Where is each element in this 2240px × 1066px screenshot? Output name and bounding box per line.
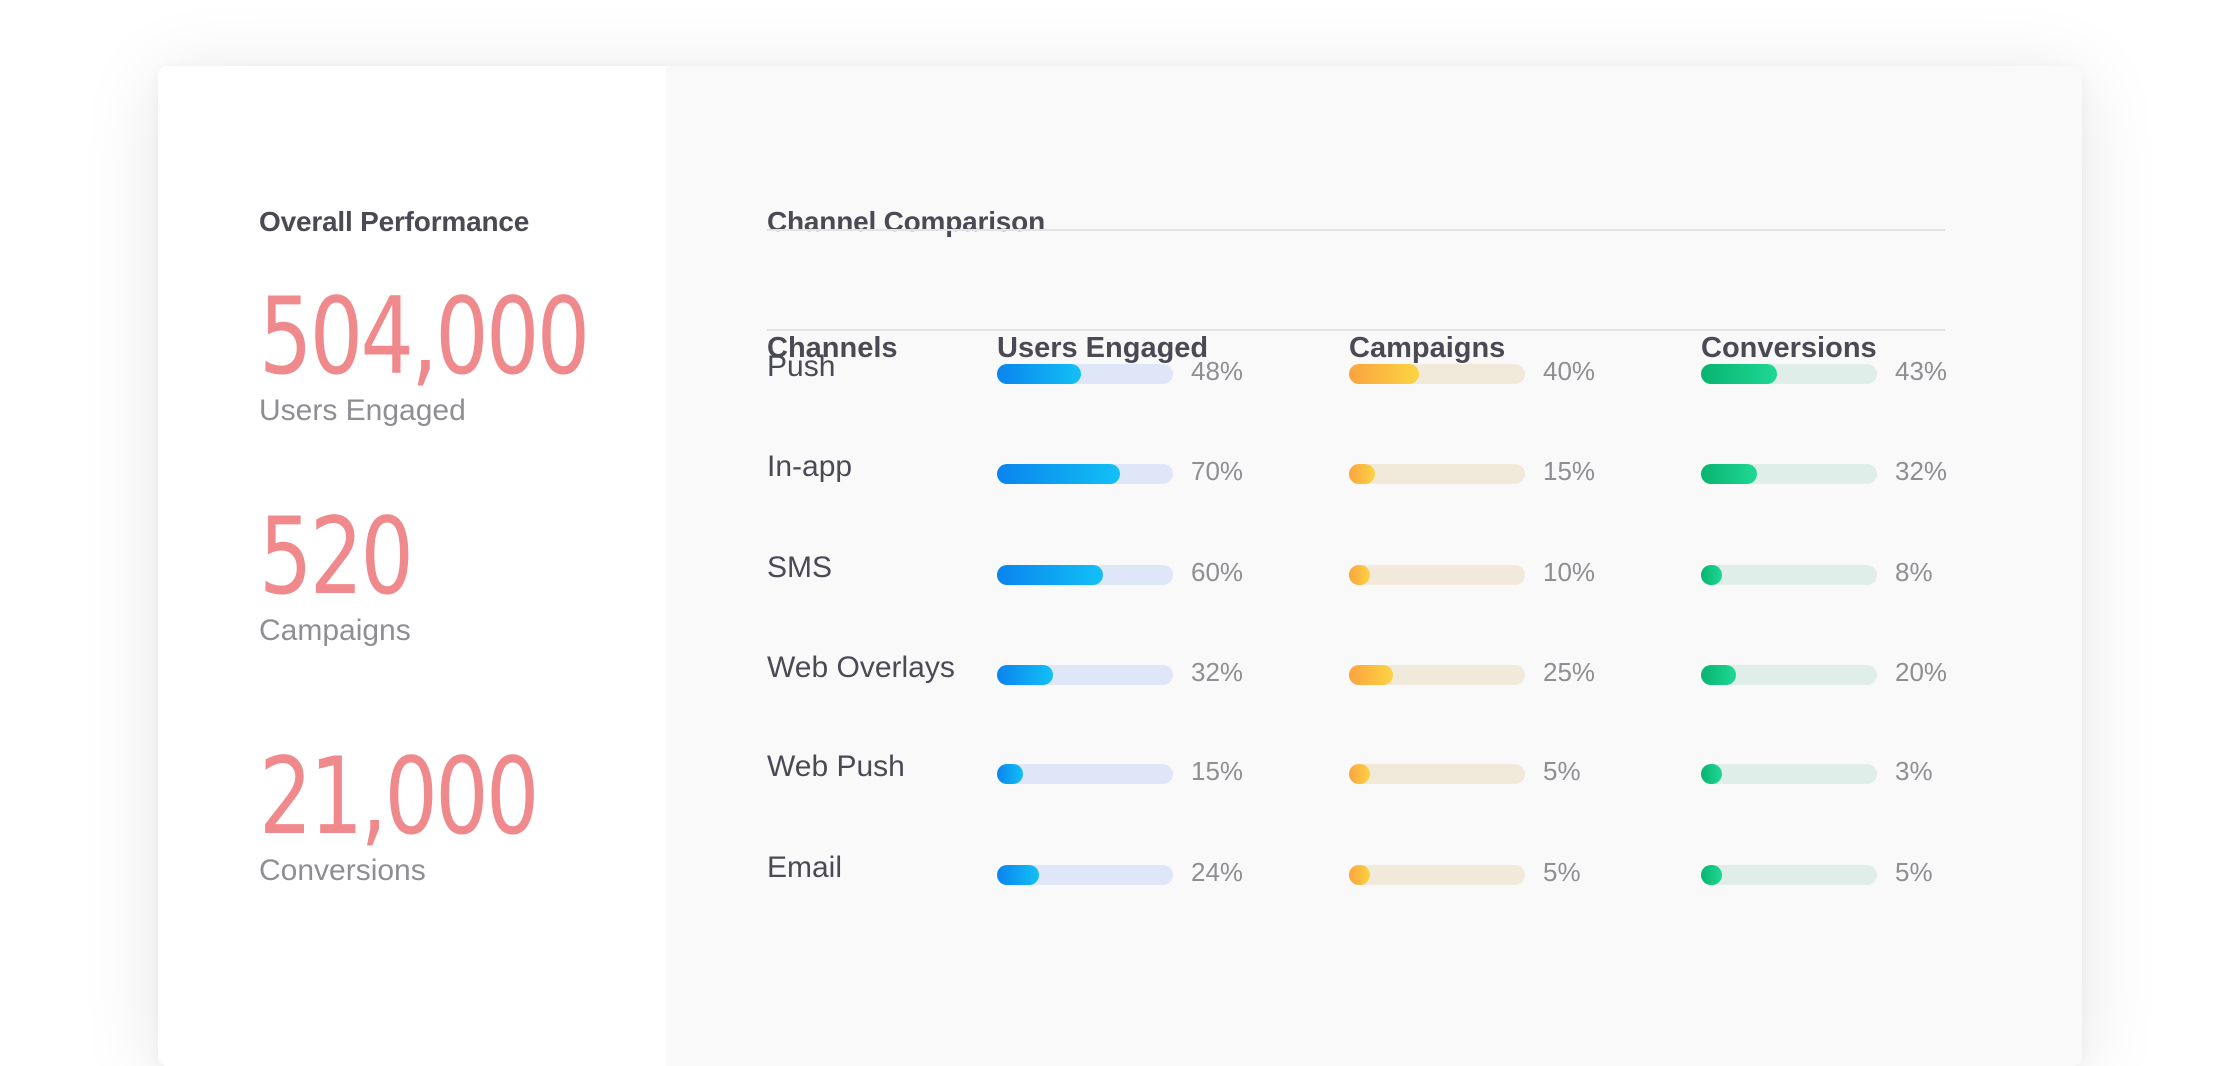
users-engaged-percent: 70% xyxy=(1191,456,1244,486)
conversions-bar-fill xyxy=(1701,364,1777,384)
campaigns-bar-fill xyxy=(1349,764,1371,784)
channel-name: Email xyxy=(767,851,843,884)
column-header-users-engaged: Users Engaged xyxy=(997,332,1209,364)
channel-comparison-title: Channel Comparison xyxy=(767,206,1045,237)
conversions-bar-track xyxy=(1701,565,1877,585)
overall-performance-panel: Overall Performance 504,000 Users Engage… xyxy=(158,66,666,1066)
channel-name: Push xyxy=(767,350,836,383)
conversions-bar-fill xyxy=(1701,865,1723,885)
users-engaged-bar-fill xyxy=(997,464,1121,484)
campaigns-percent: 10% xyxy=(1543,557,1596,587)
metric-label: Conversions xyxy=(259,854,426,887)
overall-performance-title: Overall Performance xyxy=(259,206,530,237)
campaigns-metric: 520 Campaigns xyxy=(259,504,432,648)
campaigns-percent: 40% xyxy=(1543,356,1596,386)
conversions-bar-fill xyxy=(1701,665,1737,685)
table-row: SMS 60% 10% 8% xyxy=(666,543,2082,603)
conversions-percent: 3% xyxy=(1895,756,1933,786)
conversions-percent: 5% xyxy=(1895,857,1933,887)
table-row: Email 24% 5% 5% xyxy=(666,843,2082,903)
users-engaged-bar-track xyxy=(997,364,1173,384)
channel-name: Web Overlays xyxy=(767,651,955,684)
channel-comparison-panel: Channel Comparison Channels Users Engage… xyxy=(666,66,2082,1066)
conversions-bar-track xyxy=(1701,764,1877,784)
column-header-campaigns: Campaigns xyxy=(1349,332,1506,364)
users-engaged-bar-fill xyxy=(997,764,1024,784)
users-engaged-percent: 15% xyxy=(1191,756,1244,786)
conversions-percent: 8% xyxy=(1895,557,1933,587)
campaigns-bar-fill xyxy=(1349,464,1376,484)
header-bottom-divider xyxy=(767,329,1945,331)
users-engaged-bar-track xyxy=(997,565,1173,585)
users-engaged-bar-track xyxy=(997,865,1173,885)
campaigns-percent: 5% xyxy=(1543,857,1581,887)
campaigns-bar-track xyxy=(1349,865,1525,885)
metric-value: 504,000 xyxy=(259,275,590,398)
users-engaged-bar-track xyxy=(997,464,1173,484)
campaigns-bar-track xyxy=(1349,364,1525,384)
metric-label: Users Engaged xyxy=(259,394,466,427)
channel-name: In-app xyxy=(767,450,853,483)
users-engaged-bar-fill xyxy=(997,865,1040,885)
metric-label: Campaigns xyxy=(259,614,411,647)
campaigns-bar-track xyxy=(1349,665,1525,685)
conversions-percent: 20% xyxy=(1895,657,1948,687)
conversions-percent: 43% xyxy=(1895,356,1948,386)
conversions-bar-track xyxy=(1701,464,1877,484)
conversions-bar-fill xyxy=(1701,764,1723,784)
table-row: In-app 70% 15% 32% xyxy=(666,442,2082,502)
campaigns-bar-fill xyxy=(1349,665,1393,685)
performance-card: Overall Performance 504,000 Users Engage… xyxy=(158,66,2082,1066)
conversions-bar-fill xyxy=(1701,464,1758,484)
table-row: Web Overlays 32% 25% 20% xyxy=(666,643,2082,703)
users-engaged-bar-fill xyxy=(997,665,1054,685)
table-row: Push 48% 40% 43% xyxy=(666,342,2082,402)
users-engaged-bar-track xyxy=(997,665,1173,685)
campaigns-bar-fill xyxy=(1349,364,1420,384)
users-engaged-bar-fill xyxy=(997,364,1082,384)
users-engaged-metric: 504,000 Users Engaged xyxy=(259,284,632,428)
campaigns-percent: 5% xyxy=(1543,756,1581,786)
metric-value: 520 xyxy=(259,495,414,618)
campaigns-percent: 25% xyxy=(1543,657,1596,687)
column-header-conversions: Conversions xyxy=(1701,332,1877,364)
users-engaged-percent: 24% xyxy=(1191,857,1244,887)
campaigns-percent: 15% xyxy=(1543,456,1596,486)
conversions-percent: 32% xyxy=(1895,456,1948,486)
channel-name: SMS xyxy=(767,551,833,584)
users-engaged-bar-fill xyxy=(997,565,1103,585)
users-engaged-percent: 60% xyxy=(1191,557,1244,587)
users-engaged-bar-track xyxy=(997,764,1173,784)
column-header-channels: Channels xyxy=(767,332,898,364)
campaigns-bar-fill xyxy=(1349,865,1371,885)
campaigns-bar-track xyxy=(1349,565,1525,585)
conversions-bar-track xyxy=(1701,865,1877,885)
users-engaged-percent: 32% xyxy=(1191,657,1244,687)
channel-name: Web Push xyxy=(767,750,905,783)
table-row: Web Push 15% 5% 3% xyxy=(666,742,2082,802)
conversions-bar-track xyxy=(1701,665,1877,685)
conversions-metric: 21,000 Conversions xyxy=(259,744,575,888)
metric-value: 21,000 xyxy=(259,735,539,858)
conversions-bar-track xyxy=(1701,364,1877,384)
users-engaged-percent: 48% xyxy=(1191,356,1244,386)
campaigns-bar-track xyxy=(1349,464,1525,484)
campaigns-bar-fill xyxy=(1349,565,1371,585)
conversions-bar-fill xyxy=(1701,565,1723,585)
header-top-divider xyxy=(767,229,1945,231)
campaigns-bar-track xyxy=(1349,764,1525,784)
